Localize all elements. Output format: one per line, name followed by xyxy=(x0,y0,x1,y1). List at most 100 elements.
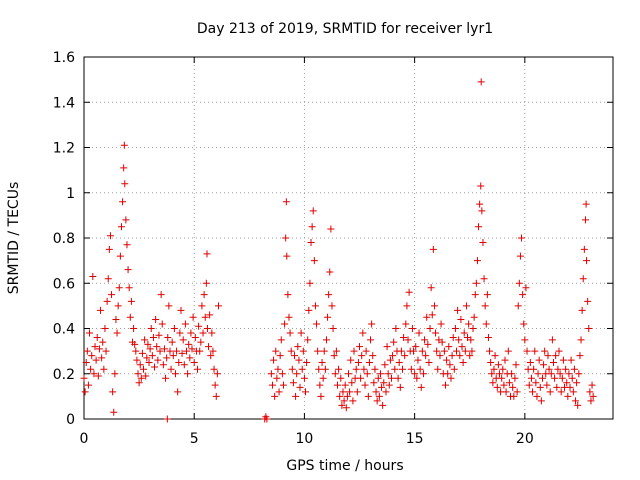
data-point xyxy=(332,347,340,355)
data-point xyxy=(584,297,592,305)
data-point xyxy=(140,365,148,373)
data-point xyxy=(298,365,306,373)
data-point xyxy=(267,370,275,378)
data-point xyxy=(307,239,315,247)
data-point xyxy=(212,392,220,400)
data-point xyxy=(352,365,360,373)
data-point xyxy=(582,200,590,208)
data-point xyxy=(466,352,474,360)
y-tick-label: 0.8 xyxy=(53,231,75,247)
data-point xyxy=(108,291,116,299)
data-point xyxy=(286,329,294,337)
data-point xyxy=(321,365,329,373)
data-point xyxy=(268,381,276,389)
data-point xyxy=(444,370,452,378)
y-tick-label: 0.4 xyxy=(53,322,75,338)
data-point xyxy=(574,401,582,409)
data-point xyxy=(274,365,282,373)
data-point xyxy=(440,347,448,355)
data-point xyxy=(167,365,175,373)
data-point xyxy=(335,365,343,373)
data-point xyxy=(413,374,421,382)
data-point xyxy=(361,381,369,389)
data-point xyxy=(83,347,91,355)
data-point xyxy=(187,329,195,337)
data-point xyxy=(451,325,459,332)
data-point xyxy=(514,302,522,310)
data-point xyxy=(458,343,466,351)
data-point xyxy=(288,365,296,373)
data-point xyxy=(534,370,542,378)
data-point xyxy=(500,381,508,389)
data-point xyxy=(292,392,300,400)
data-point xyxy=(157,291,165,299)
x-tick-label: 0 xyxy=(80,431,89,447)
data-point xyxy=(401,352,409,360)
data-point xyxy=(533,392,541,400)
data-point xyxy=(421,336,429,344)
y-tick-label: 0 xyxy=(66,412,75,428)
data-point xyxy=(151,363,159,371)
data-point xyxy=(461,347,469,355)
data-point xyxy=(418,347,426,355)
data-point xyxy=(123,241,131,249)
data-point xyxy=(327,225,335,233)
data-point xyxy=(505,379,513,387)
data-point xyxy=(279,381,287,389)
data-point xyxy=(462,302,470,310)
data-point xyxy=(386,356,394,364)
data-point xyxy=(186,354,194,362)
data-point xyxy=(207,352,215,360)
data-point xyxy=(272,347,280,355)
data-point xyxy=(410,347,418,355)
data-point xyxy=(314,347,322,355)
data-point xyxy=(494,361,502,369)
data-point xyxy=(365,358,373,366)
data-point xyxy=(200,291,208,299)
data-point xyxy=(177,306,185,314)
ticks-layer: 0 0.2 0.4 0.6 0.8 1 1.2 1.4 1.6 0 5 10 15 20 xyxy=(53,50,613,447)
data-point xyxy=(131,340,139,348)
data-point xyxy=(308,223,316,231)
data-point xyxy=(284,291,292,299)
data-point xyxy=(165,302,173,310)
data-point xyxy=(205,343,213,351)
data-point xyxy=(115,284,123,292)
data-point xyxy=(116,252,124,260)
data-point xyxy=(468,347,476,355)
data-point xyxy=(89,272,97,280)
data-point xyxy=(191,334,199,342)
data-point xyxy=(536,383,544,391)
data-point xyxy=(428,311,436,319)
data-point xyxy=(476,200,484,208)
data-point xyxy=(263,415,271,423)
data-point xyxy=(196,347,204,355)
data-point xyxy=(199,329,207,337)
data-point xyxy=(114,302,122,310)
data-point xyxy=(572,397,580,405)
data-point xyxy=(343,392,351,400)
data-point xyxy=(354,358,362,366)
data-point xyxy=(87,365,95,373)
data-point xyxy=(201,313,209,321)
data-point xyxy=(127,297,135,305)
data-point xyxy=(457,315,465,323)
data-point xyxy=(339,388,347,396)
data-point xyxy=(134,370,142,378)
data-point xyxy=(171,370,179,378)
data-point xyxy=(565,370,573,378)
data-point xyxy=(325,291,333,299)
data-point xyxy=(285,313,293,321)
data-point xyxy=(333,381,341,389)
data-point xyxy=(483,291,491,299)
data-point xyxy=(97,306,105,314)
y-tick-label: 1.6 xyxy=(53,50,75,66)
data-point xyxy=(460,329,468,337)
data-point xyxy=(182,347,190,355)
data-point xyxy=(407,365,415,373)
data-point xyxy=(449,334,457,342)
data-point xyxy=(555,347,563,355)
data-point xyxy=(330,352,338,360)
data-point xyxy=(169,352,177,360)
data-point xyxy=(520,320,528,328)
